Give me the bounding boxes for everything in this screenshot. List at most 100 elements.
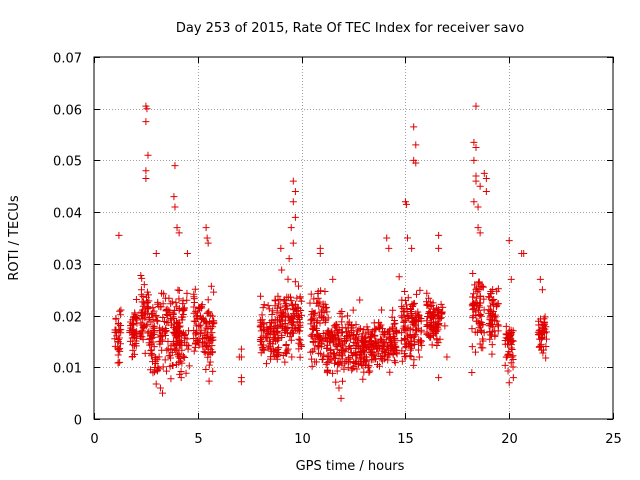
data-point [507,344,515,352]
data-point [152,380,160,388]
data-point [144,151,152,159]
data-point [490,301,498,309]
data-point [161,332,169,340]
data-point [116,311,124,319]
data-point [434,339,442,347]
data-point [148,310,156,318]
data-point [308,316,316,324]
data-point [359,375,367,383]
data-point [374,345,382,353]
data-point [476,340,484,348]
data-point [470,156,478,164]
data-point [150,328,158,336]
data-point [331,354,339,362]
data-point [277,244,285,252]
data-point [309,338,317,346]
data-point [163,367,171,375]
y-tick-label: 0.07 [53,52,82,67]
data-point [208,349,216,357]
data-point [389,330,397,338]
data-point [315,333,323,341]
data-point [195,304,203,312]
data-point [441,322,449,330]
x-tick-label: 5 [194,432,202,447]
data-point [425,332,433,340]
data-point [535,321,543,329]
data-point [173,339,181,347]
data-point [386,340,394,348]
data-point [259,332,267,340]
data-point [159,300,167,308]
data-point [177,357,185,365]
data-point [164,312,172,320]
data-point [324,314,332,322]
data-point [378,357,386,365]
data-point [377,321,385,329]
data-point [424,312,432,320]
data-point [288,353,296,361]
data-point [289,177,297,185]
data-point [426,308,434,316]
data-point [485,322,493,330]
data-point [308,332,316,340]
data-point [439,303,447,311]
data-point [283,347,291,355]
data-point [175,319,183,327]
data-point [170,193,178,201]
data-point [171,162,179,170]
data-point [117,306,125,314]
data-point [487,321,495,329]
data-point [269,347,277,355]
data-point [296,353,304,361]
x-tick-label: 10 [294,432,311,447]
data-point [199,343,207,351]
data-point [182,369,190,377]
data-point [287,224,295,232]
data-point [332,322,340,330]
data-point [163,346,171,354]
data-point [149,323,157,331]
data-point [314,294,322,302]
data-point [321,318,329,326]
y-tick-label: 0.06 [53,104,82,119]
data-point [137,291,145,299]
data-point [278,323,286,331]
data-point [296,336,304,344]
data-point [275,335,283,343]
data-point [178,331,186,339]
data-point [200,317,208,325]
data-point [486,293,494,301]
data-point [353,327,361,335]
data-point [167,375,175,383]
data-point [294,311,302,319]
data-point [149,304,157,312]
data-point [319,300,327,308]
data-point [237,378,245,386]
data-point [141,310,149,318]
data-point [372,342,380,350]
data-point [423,289,431,297]
data-point [401,316,409,324]
data-point [416,286,424,294]
data-point [352,357,360,365]
data-point [112,314,120,322]
data-point [423,328,431,336]
x-tick-label: 20 [501,432,518,447]
data-point [507,275,515,283]
data-point [469,293,477,301]
data-point [266,329,274,337]
data-point [267,319,275,327]
data-point [142,167,150,175]
data-point [183,296,191,304]
data-point [185,362,193,370]
data-point [329,369,337,377]
data-point [260,301,268,309]
data-point [282,341,290,349]
data-point [352,331,360,339]
data-point [320,351,328,359]
data-point [129,313,137,321]
data-point [389,323,397,331]
data-point [203,342,211,350]
data-point [278,266,286,274]
data-point [308,315,316,323]
